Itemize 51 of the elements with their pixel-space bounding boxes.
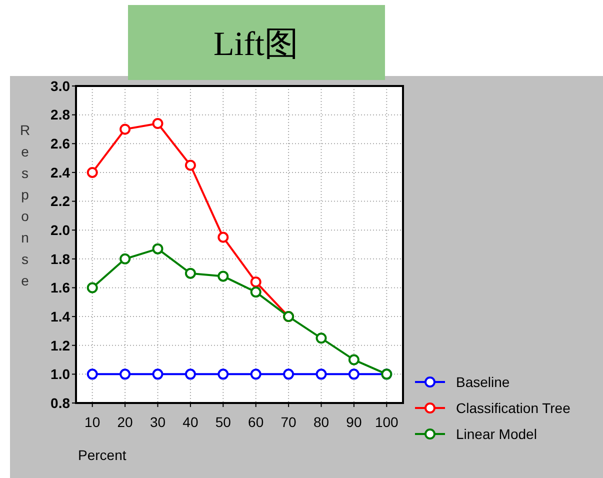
point [184,268,196,279]
y-tick-label: 3.0 [50,78,70,94]
y-tick-label: 1.8 [50,250,70,267]
x-tick-label: 30 [150,414,166,430]
point [316,332,327,344]
y-tick-label: 2.2 [50,193,70,210]
point [152,368,164,380]
y-tick-label: 2.0 [50,222,70,238]
point [184,368,196,380]
x-tick-label: 90 [346,414,362,430]
point [86,368,98,380]
point [152,243,164,254]
point [120,253,131,264]
point [86,166,98,178]
y-axis-title: Response [20,122,30,288]
point [86,282,98,294]
x-tick-label: 50 [215,414,232,430]
legend-label: Baseline [456,374,510,390]
chart-title: Lift图 [214,26,298,63]
x-axis-title: Percent [78,447,126,463]
legend-label: Classification Tree [456,400,571,416]
point [218,368,229,380]
point [316,368,327,380]
point [218,270,229,282]
y-tick-label: 1.6 [50,280,70,296]
y-tick-label: 1.4 [50,308,70,324]
point [184,160,196,171]
y-tick-label: 1.2 [50,337,70,354]
point [120,368,131,380]
point [152,118,164,129]
point [250,276,262,288]
x-tick-label: 80 [313,414,330,430]
x-tick-label: 100 [374,414,399,430]
point [250,368,262,380]
point [283,368,294,380]
point [120,124,131,135]
point [218,232,229,243]
x-tick-label: 70 [280,414,297,430]
x-tick-label: 10 [84,414,100,430]
y-tick-label: 2.4 [50,164,70,180]
point [348,354,360,366]
y-tick-label: 2.6 [50,136,70,152]
legend-label: Linear Model [456,426,537,442]
x-tick-label: 20 [117,414,134,430]
point [348,368,360,380]
x-tick-label: 60 [248,414,264,430]
y-tick-label: 0.8 [50,394,70,411]
y-tick-label: 2.8 [50,106,70,123]
x-tick-label: 40 [182,414,198,430]
y-tick-label: 1.0 [50,366,70,382]
point [250,286,262,298]
